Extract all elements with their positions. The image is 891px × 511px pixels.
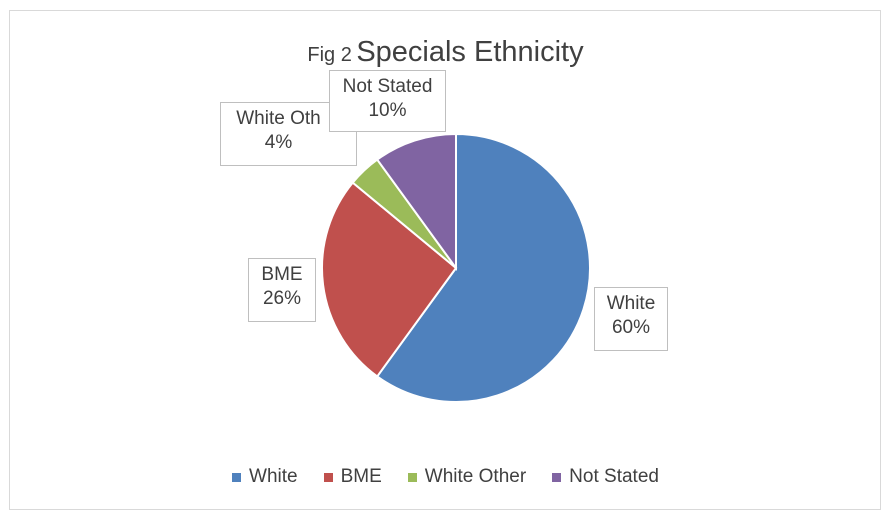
data-label-white-other-name: White Oth <box>236 108 321 129</box>
legend-item-white: White <box>232 466 298 488</box>
legend-label-white: White <box>249 466 298 487</box>
data-label-bme: BME 26% <box>248 258 316 322</box>
chart-title-main: Specials Ethnicity <box>356 36 584 68</box>
legend-label-not-stated: Not Stated <box>569 466 659 487</box>
chart-legend: White BME White Other Not Stated <box>0 466 891 488</box>
pie-slice-bme <box>321 181 458 378</box>
legend-swatch-not-stated <box>552 472 562 482</box>
data-label-white-other: White Oth 4% <box>220 102 357 166</box>
legend-item-bme: BME <box>323 466 382 488</box>
data-label-white-value: 60% <box>611 317 651 338</box>
data-label-white-name: White <box>606 293 656 314</box>
legend-swatch-white <box>232 472 242 482</box>
legend-swatch-white-other <box>407 472 417 482</box>
legend-swatch-bme <box>323 472 333 482</box>
chart-title-prefix: Fig 2 <box>307 44 352 66</box>
pie-slice-not-stated <box>375 132 457 272</box>
legend-item-not-stated: Not Stated <box>552 466 659 488</box>
chart-title: Fig 2 Specials Ethnicity <box>0 36 891 69</box>
legend-label-bme: BME <box>340 466 382 487</box>
data-label-bme-value: 26% <box>262 288 302 309</box>
pie-slice-white <box>375 132 591 403</box>
data-label-not-stated-name: Not Stated <box>342 76 433 97</box>
data-label-white: White 60% <box>594 287 668 351</box>
data-label-white-other-value: 4% <box>264 132 293 153</box>
legend-item-white-other: White Other <box>407 466 527 488</box>
data-label-not-stated-value: 10% <box>368 100 407 121</box>
data-label-not-stated: Not Stated 10% <box>329 70 446 132</box>
legend-label-white-other: White Other <box>424 466 527 487</box>
data-label-bme-name: BME <box>261 264 303 285</box>
